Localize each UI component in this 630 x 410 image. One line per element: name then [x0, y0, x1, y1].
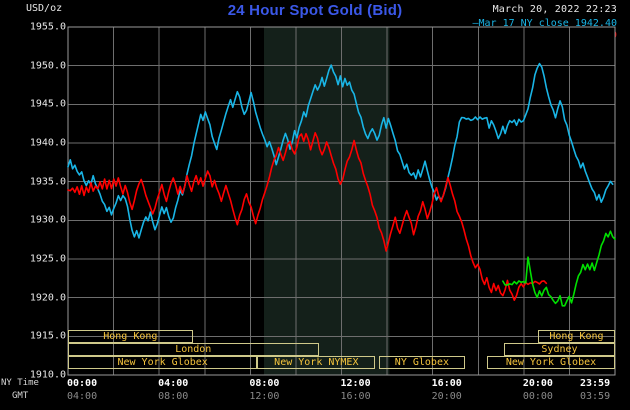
- x-axis-ny-tick-label: 23:59: [580, 378, 611, 389]
- timestamp: March 20, 2022 22:23: [492, 4, 617, 15]
- series-line: [67, 132, 548, 302]
- x-axis-ny-tick-label: 16:00: [431, 378, 462, 389]
- series-line: [67, 62, 614, 239]
- session-bar: New York Globex: [487, 356, 615, 369]
- x-axis-ny-tick-label: 08:00: [249, 378, 280, 389]
- session-bar: NY Globex: [378, 356, 466, 369]
- x-axis: NY Time GMT 00:00 04:00 08:00 12:00 16:00 20:…: [0, 378, 630, 410]
- x-axis-gmt-tick-label: 12:00: [249, 391, 280, 402]
- session-bar: Hong Kong: [68, 330, 193, 343]
- x-axis-ny-row-label: NY Time: [1, 378, 39, 388]
- y-axis-tick-label: 1945.0: [29, 98, 66, 110]
- y-axis-tick-label: 1920.0: [29, 292, 66, 304]
- x-axis-ny-tick-label: 04:00: [158, 378, 189, 389]
- x-axis-gmt-tick-label: 20:00: [431, 391, 462, 402]
- plot-border: [67, 26, 616, 376]
- x-axis-gmt-tick-label: 04:00: [67, 391, 98, 402]
- x-axis-gmt-row-label: GMT: [12, 391, 29, 401]
- y-axis-tick-label: 1910.0: [29, 369, 66, 381]
- y-axis-tick-label: 1935.0: [29, 176, 66, 188]
- x-axis-gmt-tick-label: 08:00: [158, 391, 189, 402]
- session-bar: Hong Kong: [537, 330, 615, 343]
- y-axis-tick-label: 1955.0: [29, 21, 66, 33]
- chart-title: 24 Hour Spot Gold (Bid): [227, 2, 403, 19]
- session-bar: Sydney: [503, 343, 615, 356]
- x-axis-gmt-tick-label: 00:00: [522, 391, 553, 402]
- nymex-shaded-region: [264, 27, 390, 375]
- y-axis-tick-label: 1950.0: [29, 60, 66, 72]
- y-axis-tick-label: 1930.0: [29, 214, 66, 226]
- y-axis-unit-label: USD/oz: [26, 3, 63, 14]
- x-axis-ny-tick-label: 20:00: [522, 378, 553, 389]
- x-axis-ny-tick-label: 00:00: [67, 378, 98, 389]
- session-bar: New York NYMEX: [257, 356, 376, 369]
- y-axis: 1955.0 1950.0 1945.0 1940.0 1935.0 1930.0 1925…: [0, 0, 66, 410]
- session-bar: New York Globex: [68, 356, 258, 369]
- legend-item-mar17: –Mar 17 NY close 1942.40: [472, 18, 618, 29]
- y-axis-tick-label: 1925.0: [29, 253, 66, 265]
- session-bar: London: [68, 343, 319, 356]
- x-axis-ny-tick-label: 12:00: [340, 378, 371, 389]
- x-axis-gmt-tick-label: 03:59: [580, 391, 611, 402]
- series-line: [502, 230, 616, 307]
- x-axis-gmt-tick-label: 16:00: [340, 391, 371, 402]
- y-axis-tick-label: 1940.0: [29, 137, 66, 149]
- y-axis-tick-label: 1915.0: [29, 330, 66, 342]
